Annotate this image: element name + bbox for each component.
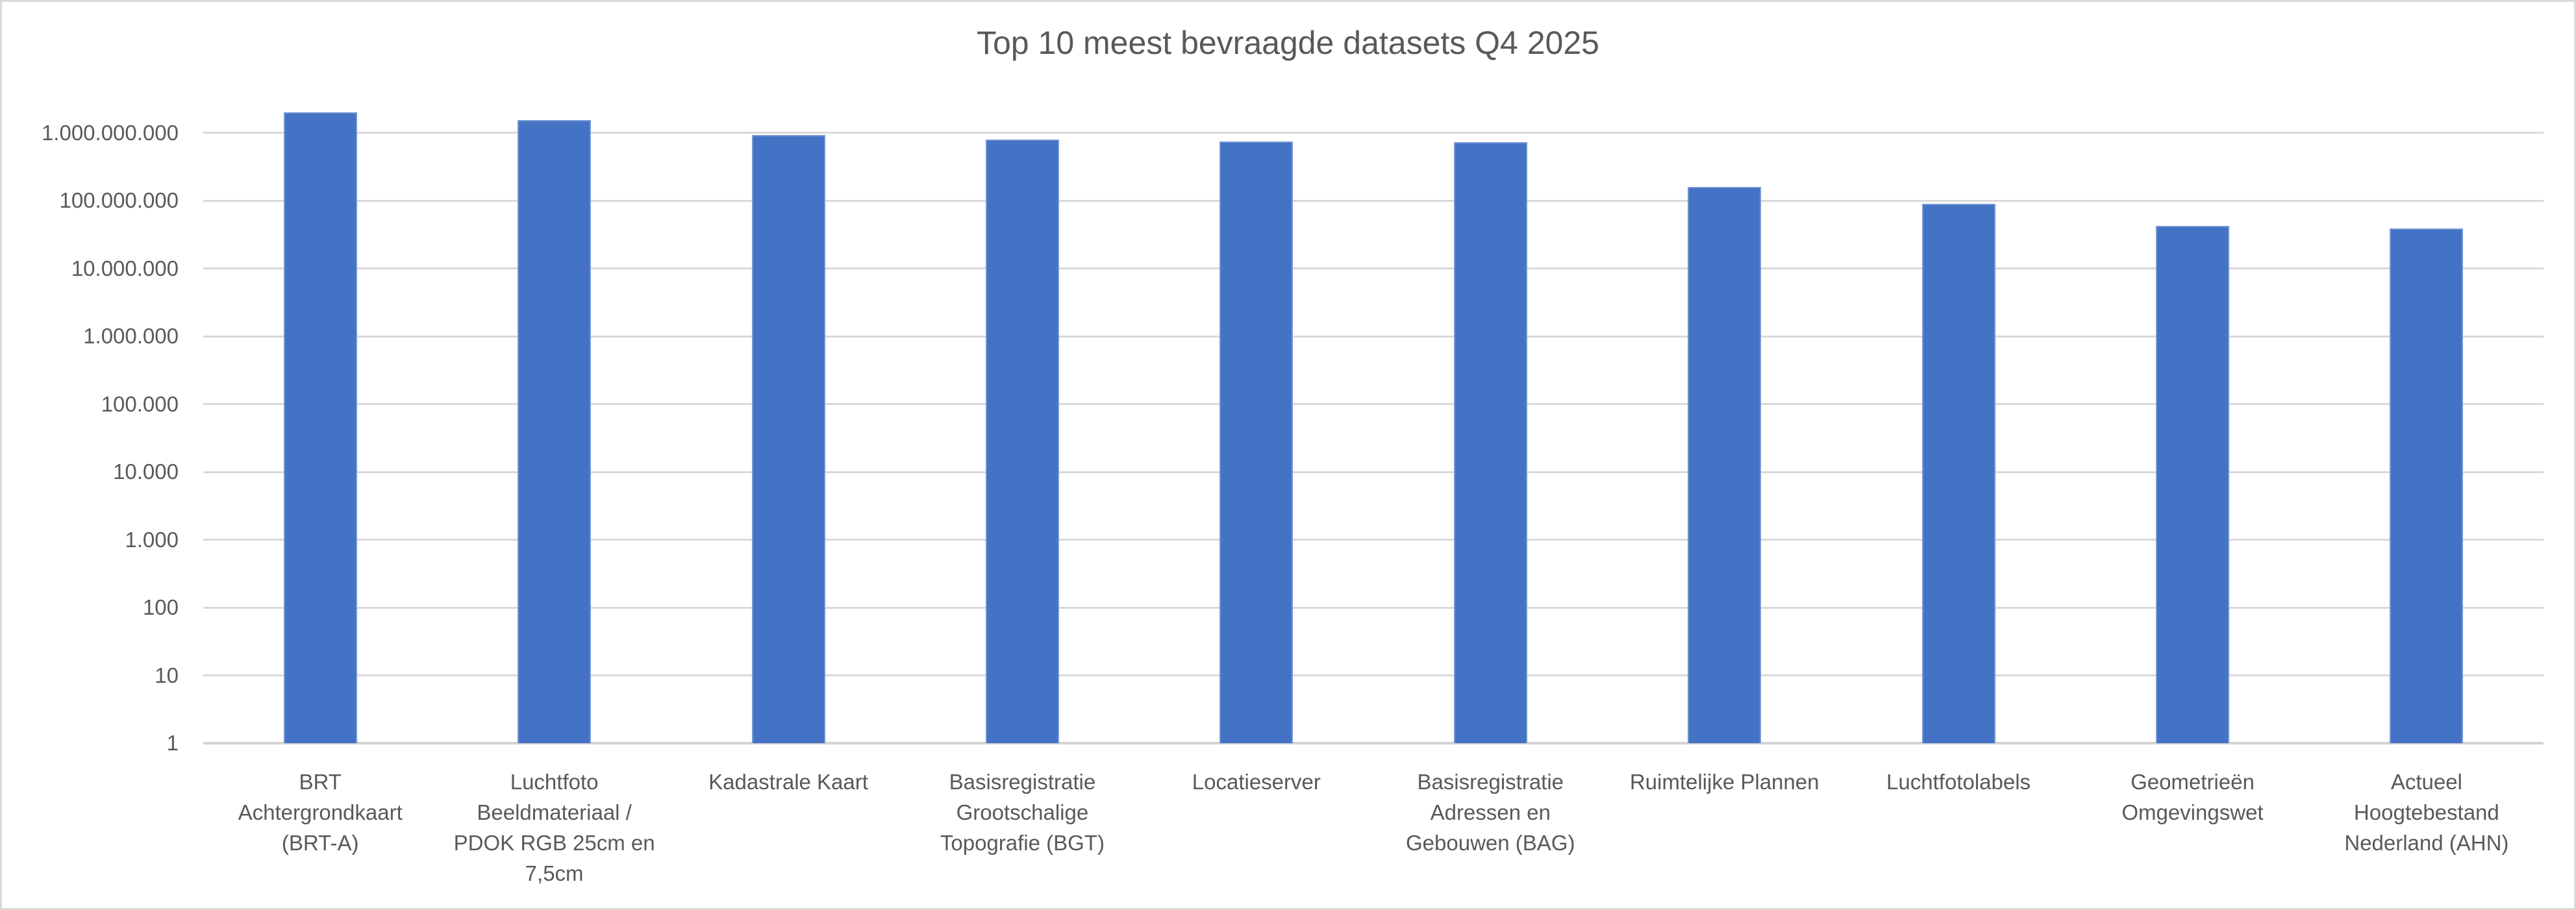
y-axis-tick-label: 10.000.000: [71, 256, 179, 280]
chart-title: Top 10 meest bevraagde datasets Q4 2025: [977, 25, 1599, 61]
y-axis-tick-label: 10.000: [113, 460, 179, 484]
x-axis-category-label-line: Actueel: [2390, 770, 2462, 794]
x-axis-category-label-line: Luchtfoto: [510, 770, 599, 794]
x-axis-category-label: Locatieserver: [1140, 767, 1373, 889]
x-axis-category-label-line: Beeldmateriaal /: [477, 800, 632, 824]
x-axis-category-label-line: Adressen en: [1430, 800, 1551, 824]
y-axis-tick-label: 10: [155, 663, 179, 687]
x-axis-category-label-line: Nederland (AHN): [2344, 831, 2509, 855]
x-axis-category-label-line: Hoogtebestand: [2353, 800, 2499, 824]
gridline: [203, 335, 2544, 338]
y-axis-tick-label: 100.000: [101, 391, 179, 416]
gridline: [203, 606, 2544, 609]
x-axis-category-label-line: Ruimtelijke Plannen: [1629, 770, 1819, 794]
x-axis-category-label-line: Omgevingswet: [2121, 800, 2264, 824]
x-axis: BRT Achtergrondkaart (BRT-A) Luchtfoto Beeld…: [203, 767, 2544, 889]
bar[interactable]: [518, 120, 592, 743]
x-axis-line: [203, 741, 2544, 744]
y-axis-tick-label: 1.000: [125, 527, 179, 552]
x-axis-category-label: Luchtfoto Beeldmateriaal / PDOK RGB 25cm e…: [437, 767, 671, 889]
bar[interactable]: [1453, 141, 1527, 743]
x-axis-category-label: Basisregistratie Grootschalige Topografie …: [905, 767, 1139, 889]
gridline: [203, 674, 2544, 677]
x-axis-category-label-line: Topografie (BGT): [940, 831, 1105, 855]
bar[interactable]: [283, 112, 357, 743]
x-axis-category-label-line: Geometrieën: [2131, 770, 2255, 794]
x-axis-category-label: Ruimtelijke Plannen: [1607, 767, 1841, 889]
x-axis-category-label-line: Basisregistratie: [1417, 770, 1564, 794]
y-axis-tick-label: 100: [142, 595, 179, 620]
gridline: [203, 132, 2544, 134]
bar[interactable]: [751, 134, 825, 743]
x-axis-category-label-line: Luchtfotolabels: [1886, 770, 2031, 794]
gridline: [203, 471, 2544, 473]
x-axis-category-label-line: Locatieserver: [1192, 770, 1321, 794]
x-axis-category-label-line: Basisregistratie: [949, 770, 1096, 794]
gridline: [203, 403, 2544, 406]
x-axis-category-label-line: (BRT-A): [281, 831, 359, 855]
plot-area: [203, 106, 2544, 744]
gridline: [203, 267, 2544, 270]
gridline: [203, 199, 2544, 202]
y-axis-tick-label: 1.000.000.000: [41, 120, 179, 145]
x-axis-category-label-line: 7,5cm: [525, 861, 584, 885]
x-axis-category-label: Luchtfotolabels: [1842, 767, 2075, 889]
bar[interactable]: [2155, 226, 2229, 743]
x-axis-category-label-line: PDOK RGB 25cm en: [453, 831, 655, 855]
x-axis-category-label: BRT Achtergrondkaart (BRT-A): [203, 767, 437, 889]
x-axis-category-label-line: Kadastrale Kaart: [708, 770, 868, 794]
y-axis-tick-label: 1: [166, 731, 179, 755]
x-axis-category-label-line: Achtergrondkaart: [238, 800, 403, 824]
gridline: [203, 539, 2544, 541]
x-axis-category-label: Actueel Hoogtebestand Nederland (AHN): [2310, 767, 2544, 889]
x-axis-category-label: Geometrieën Omgevingswet: [2075, 767, 2309, 889]
bar[interactable]: [1688, 186, 1762, 743]
y-axis-tick-label: 100.000.000: [59, 188, 179, 213]
bar[interactable]: [1921, 203, 1995, 743]
x-axis-category-label: Kadastrale Kaart: [671, 767, 905, 889]
bar[interactable]: [1219, 141, 1294, 743]
y-axis-tick-label: 1.000.000: [83, 324, 179, 349]
bar[interactable]: [2390, 228, 2464, 743]
x-axis-category-label-line: Gebouwen (BAG): [1406, 831, 1575, 855]
x-axis-category-label-line: Grootschalige: [956, 800, 1089, 824]
x-axis-category-label-line: BRT: [299, 770, 342, 794]
bar[interactable]: [985, 139, 1059, 743]
x-axis-category-label: Basisregistratie Adressen en Gebouwen (BAG…: [1373, 767, 1607, 889]
